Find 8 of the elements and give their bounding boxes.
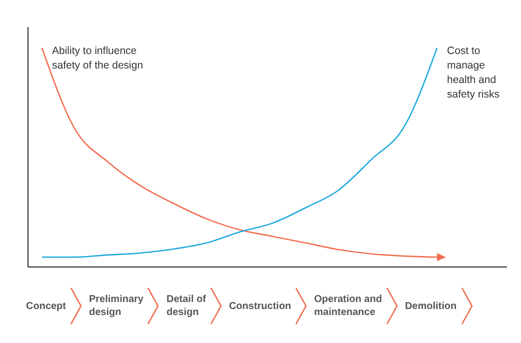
text: Detail of design — [166, 293, 206, 319]
text: Operation and maintenance — [314, 293, 382, 319]
series-label: Ability to influence safety of the design — [52, 45, 144, 72]
text: Demolition — [404, 300, 457, 312]
text: Construction — [228, 300, 292, 312]
text: Concept — [26, 300, 66, 312]
series-label: Cost to manage health and safety risks — [447, 45, 500, 100]
text: Preliminary design — [89, 293, 144, 319]
